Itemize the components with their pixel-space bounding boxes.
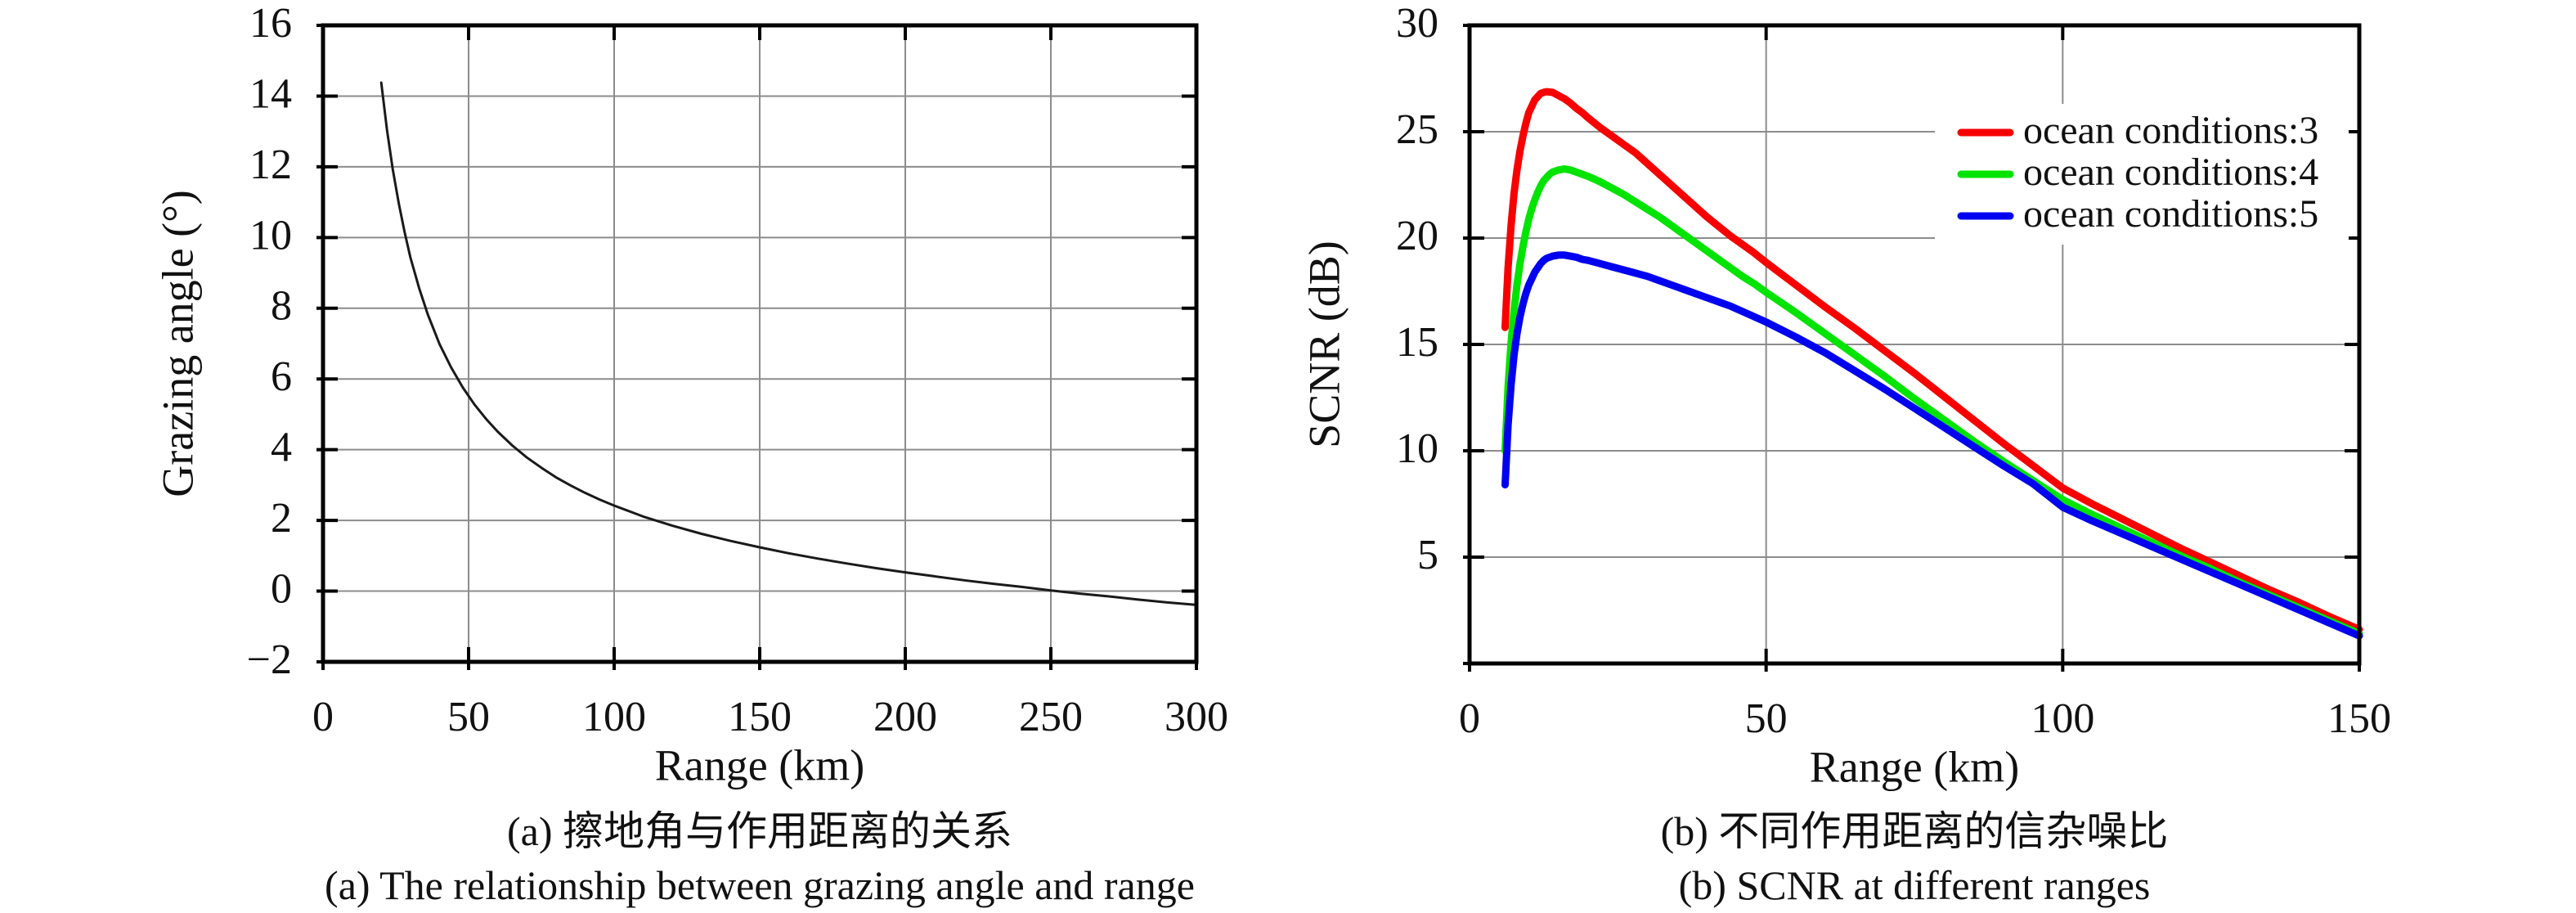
y-axis-label: SCNR (dB) bbox=[1299, 241, 1349, 448]
series-line-ocean-conditions-5 bbox=[1501, 251, 2363, 640]
y-tick-label: 4 bbox=[271, 425, 292, 471]
y-tick-label: 0 bbox=[271, 565, 292, 612]
legend-label: ocean conditions:3 bbox=[2023, 109, 2318, 152]
x-tick-label: 0 bbox=[1459, 695, 1480, 742]
series-line-grazing-angle bbox=[379, 81, 1198, 606]
y-tick-label: 12 bbox=[249, 142, 292, 188]
y-tick-label: 8 bbox=[271, 283, 292, 330]
x-tick-label: 50 bbox=[447, 694, 490, 740]
x-axis-label: Range (km) bbox=[1810, 742, 2019, 791]
series-line-ocean-conditions-4 bbox=[1501, 165, 2363, 638]
series-line-ocean-conditions-3 bbox=[1501, 88, 2363, 633]
y-tick-label: 14 bbox=[249, 70, 292, 117]
x-tick-label: 300 bbox=[1165, 694, 1228, 740]
y-tick-label: 5 bbox=[1417, 532, 1438, 578]
x-tick-label: 50 bbox=[1745, 695, 1788, 742]
caption-right-en: (b) SCNR at different ranges bbox=[1678, 862, 2151, 908]
y-tick-label: 20 bbox=[1396, 213, 1438, 259]
y-tick-label: 10 bbox=[249, 212, 292, 259]
y-tick-label: −2 bbox=[247, 636, 292, 683]
y-tick-label: 2 bbox=[271, 495, 292, 542]
legend-label: ocean conditions:5 bbox=[2023, 192, 2318, 236]
x-tick-label: 250 bbox=[1019, 694, 1083, 740]
x-tick-label: 200 bbox=[873, 694, 937, 740]
y-tick-label: 15 bbox=[1396, 319, 1438, 366]
x-tick-label: 0 bbox=[312, 694, 334, 740]
x-tick-label: 150 bbox=[728, 694, 792, 740]
caption-left-en: (a) The relationship between grazing ang… bbox=[325, 862, 1195, 908]
x-tick-label: 100 bbox=[2031, 695, 2094, 742]
y-axis-label: Grazing angle (°) bbox=[153, 190, 202, 497]
x-axis-label: Range (km) bbox=[655, 740, 864, 789]
caption-left-zh: (a) 擦地角与作用距离的关系 bbox=[507, 808, 1012, 854]
x-tick-label: 100 bbox=[582, 694, 646, 740]
caption-right-zh: (b) 不同作用距离的信杂噪比 bbox=[1660, 808, 2169, 854]
y-tick-label: 6 bbox=[271, 353, 292, 400]
legend-label: ocean conditions:4 bbox=[2023, 151, 2318, 194]
y-tick-label: 30 bbox=[1396, 0, 1438, 47]
x-tick-label: 150 bbox=[2327, 695, 2391, 742]
y-tick-label: 10 bbox=[1396, 425, 1438, 472]
y-tick-label: 16 bbox=[249, 0, 292, 47]
y-tick-label: 25 bbox=[1396, 106, 1438, 153]
